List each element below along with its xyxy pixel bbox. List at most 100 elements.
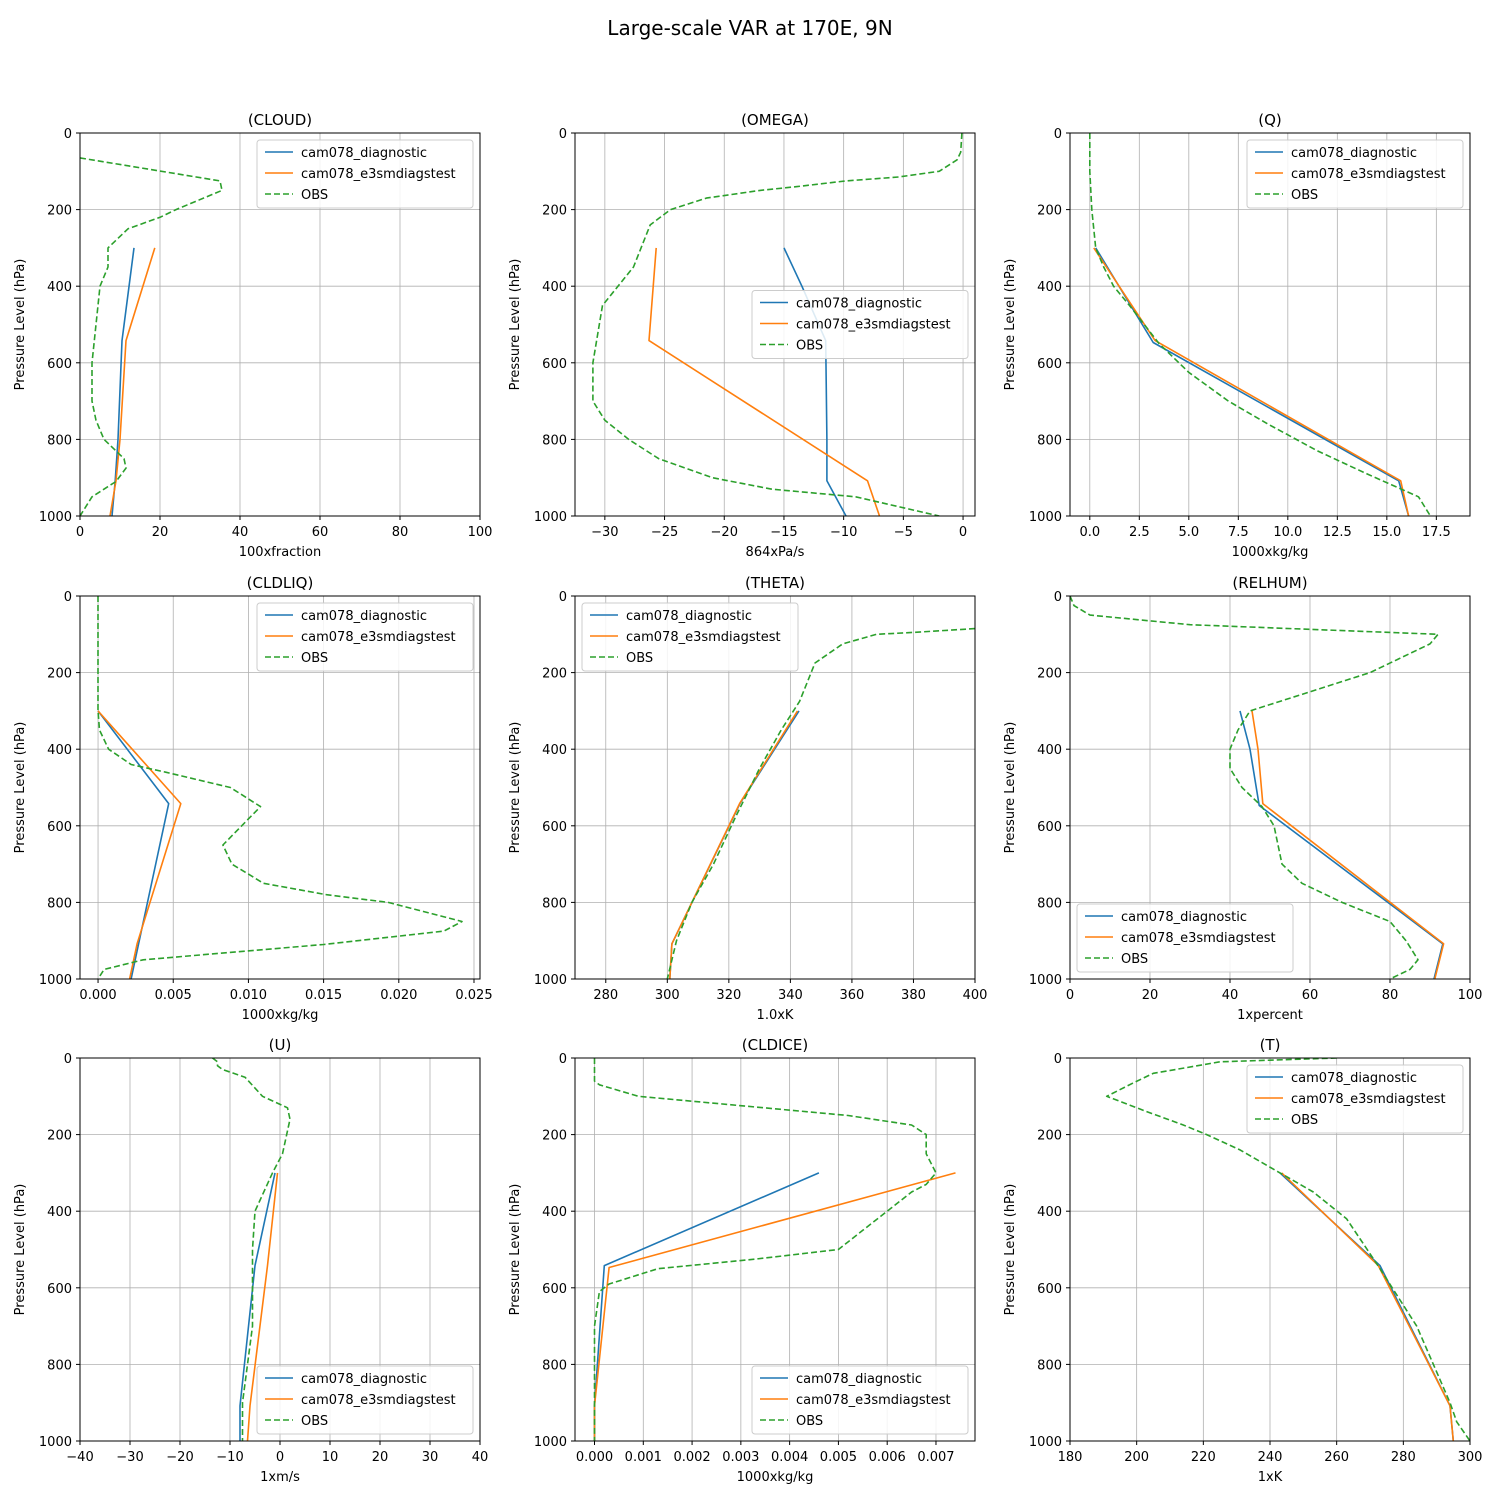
y-tick-label: 600 (47, 357, 72, 372)
y-tick-label: 800 (47, 1358, 72, 1373)
legend-frame (256, 602, 474, 672)
y-tick-label: 600 (542, 820, 567, 835)
y-tick-label: 800 (542, 433, 567, 448)
x-tick-label: 5.0 (1178, 525, 1199, 540)
x-tick-label: 0.025 (455, 988, 492, 1003)
legend: cam078_diagnostic cam078_e3smdiagstest OBS (751, 290, 969, 359)
legend-frame (751, 290, 969, 359)
y-axis-label: Pressure Level (hPa) (508, 1184, 523, 1316)
x-tick-label: 0 (959, 525, 967, 540)
x-tick-label: 360 (840, 988, 865, 1003)
legend: cam078_diagnostic cam078_e3smdiagstest OBS (751, 1365, 969, 1435)
y-tick-label: 0 (64, 590, 72, 605)
x-tick-label: −15 (770, 525, 797, 540)
x-tick-label: 17.5 (1422, 525, 1451, 540)
x-tick-label: 2.5 (1129, 525, 1150, 540)
y-tick-label: 400 (542, 743, 567, 758)
series-line-cam078_diagnostic (783, 247, 847, 516)
y-tick-label: 400 (47, 280, 72, 295)
series-group (666, 627, 975, 979)
series-line-cam078_diagnostic (669, 710, 800, 979)
x-tick-label: 20 (152, 525, 169, 540)
legend-label: cam078_e3smdiagstest (1291, 1092, 1446, 1107)
y-tick-label: 600 (542, 357, 567, 372)
y-tick-label: 200 (47, 204, 72, 219)
legend-label: cam078_diagnostic (796, 297, 922, 312)
legend-label: OBS (796, 339, 823, 354)
subplot-omega: −30 −25 −20 −15 −10 −5 0 0 200 400 600 800 1000 (OMEG… (508, 111, 976, 560)
x-tick-label: 12.5 (1323, 525, 1352, 540)
subplot-title: (CLDLIQ) (247, 574, 314, 592)
y-tick-label: 600 (1037, 820, 1062, 835)
y-tick-label: 800 (1037, 1358, 1062, 1373)
y-tick-label: 600 (542, 1282, 567, 1297)
y-tick-label: 0 (1054, 590, 1062, 605)
x-tick-label: −30 (591, 525, 618, 540)
y-axis-label: Pressure Level (hPa) (1003, 1184, 1018, 1316)
x-axis-label: 1000xkg/kg (1232, 545, 1309, 560)
legend-label: cam078_diagnostic (796, 1372, 922, 1387)
y-tick-label: 400 (542, 1205, 567, 1220)
y-axis-label: Pressure Level (hPa) (13, 259, 28, 391)
legend-label: cam078_diagnostic (301, 1372, 427, 1387)
x-tick-label: 0 (1066, 988, 1074, 1003)
y-tick-label: 1000 (1029, 973, 1062, 988)
x-tick-label: 180 (1058, 1450, 1083, 1465)
y-axis-label: Pressure Level (hPa) (1003, 259, 1018, 391)
legend-label: cam078_e3smdiagstest (301, 630, 456, 645)
x-tick-label: 240 (1258, 1450, 1283, 1465)
y-tick-label: 200 (1037, 667, 1062, 682)
x-tick-label: −20 (711, 525, 738, 540)
x-tick-label: 260 (1324, 1450, 1349, 1465)
subplot-title: (T) (1260, 1036, 1281, 1054)
x-tick-label: 100 (468, 525, 493, 540)
y-tick-label: 0 (559, 127, 567, 142)
y-tick-label: 800 (542, 1358, 567, 1373)
x-tick-label: 40 (232, 525, 249, 540)
legend-label: OBS (1291, 188, 1318, 203)
legend-label: cam078_e3smdiagstest (626, 630, 781, 645)
y-tick-label: 800 (47, 433, 72, 448)
legend-label: OBS (301, 188, 328, 203)
x-axis-label: 100xfraction (239, 545, 321, 560)
subplot-u: −40 −30 −20 −10 0 10 20 30 4002004006008001000(U… (13, 1036, 488, 1485)
y-tick-label: 0 (559, 590, 567, 605)
x-tick-label: 0.000 (576, 1450, 613, 1465)
y-tick-label: 600 (1037, 357, 1062, 372)
y-tick-label: 1000 (39, 1435, 72, 1450)
y-tick-label: 200 (542, 667, 567, 682)
x-tick-label: 0 (76, 525, 84, 540)
series-group (592, 133, 963, 516)
y-tick-label: 400 (1037, 280, 1062, 295)
plot-frame (79, 595, 481, 980)
legend-label: cam078_diagnostic (1121, 910, 1247, 925)
x-tick-label: −30 (116, 1450, 143, 1465)
x-tick-label: 40 (472, 1450, 489, 1465)
legend-frame (1076, 903, 1294, 973)
y-tick-label: 200 (47, 667, 72, 682)
subplot-title: (RELHUM) (1232, 574, 1307, 592)
x-tick-label: 20 (372, 1450, 389, 1465)
y-axis-label: Pressure Level (hPa) (13, 722, 28, 854)
x-tick-label: 200 (1124, 1450, 1149, 1465)
y-tick-label: 0 (1054, 127, 1062, 142)
x-axis-label: 1000xkg/kg (737, 1470, 814, 1485)
y-tick-label: 800 (542, 896, 567, 911)
plot-frame (574, 595, 976, 980)
y-tick-label: 1000 (39, 973, 72, 988)
x-tick-label: 0.002 (673, 1450, 710, 1465)
x-tick-label: 80 (1382, 988, 1399, 1003)
x-axis-label: 1.0xK (757, 1008, 794, 1023)
series-group (1105, 1058, 1470, 1441)
y-tick-label: 200 (1037, 1129, 1062, 1144)
legend-frame (1246, 1064, 1464, 1134)
plot-frame (1069, 595, 1471, 980)
legend: cam078_diagnostic cam078_e3smdiagstest OBS (256, 602, 474, 672)
legend-label: cam078_e3smdiagstest (796, 1393, 951, 1408)
legend: cam078_diagnostic cam078_e3smdiagstest OBS (1076, 903, 1294, 973)
series-line-cam078_e3smdiagstest (1281, 1172, 1455, 1441)
legend-label: cam078_diagnostic (626, 609, 752, 624)
legend-frame (581, 602, 799, 672)
series-group (593, 1058, 956, 1441)
subplot-title: (U) (269, 1036, 292, 1054)
